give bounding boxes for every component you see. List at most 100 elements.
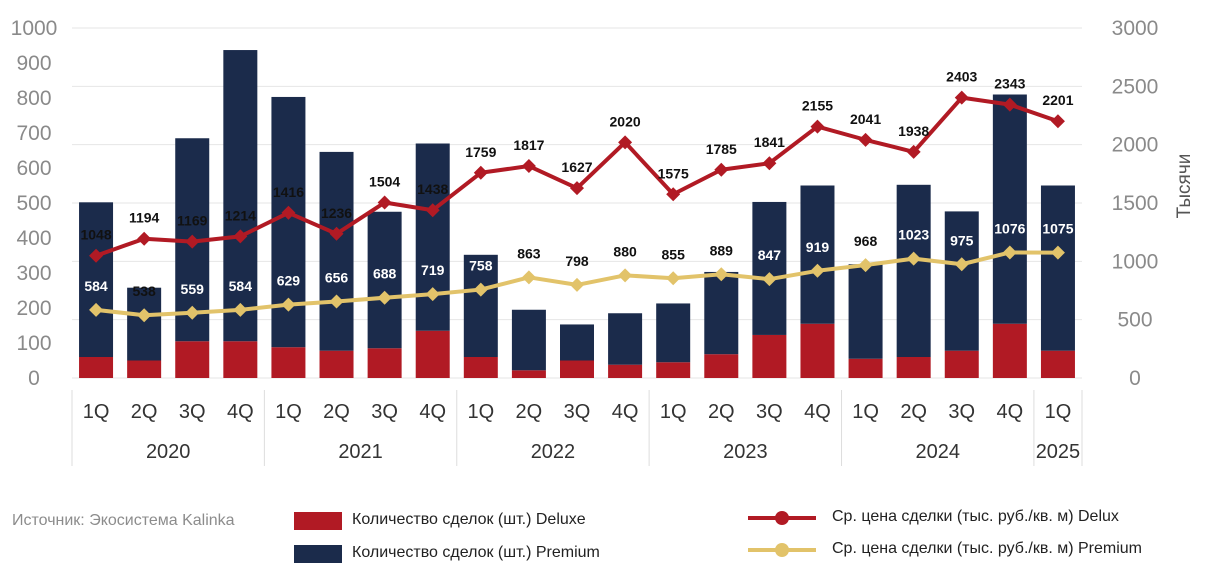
premium-price-data-label: 1075 — [1042, 221, 1073, 237]
delux-price-point — [618, 135, 633, 150]
premium-price-data-label: 1023 — [898, 227, 929, 243]
premium-price-data-label: 584 — [84, 278, 108, 294]
y-left-tick-label: 100 — [16, 332, 51, 355]
bar-deluxe — [848, 358, 883, 378]
premium-price-data-label: 880 — [613, 243, 637, 259]
x-category-label: 3Q — [564, 401, 591, 423]
premium-price-point — [329, 294, 344, 309]
bar-deluxe — [367, 348, 402, 378]
premium-price-point — [1002, 245, 1017, 260]
premium-price-point — [666, 271, 681, 286]
delux-price-point — [521, 159, 536, 174]
delux-price-data-label: 2041 — [850, 111, 881, 127]
premium-price-point — [618, 268, 633, 283]
bar-premium — [223, 50, 258, 342]
bar-premium — [511, 309, 546, 371]
delux-price-point — [1050, 114, 1065, 129]
delux-price-point — [329, 226, 344, 241]
delux-price-point — [714, 162, 729, 177]
bar-premium — [896, 184, 931, 357]
bar-premium — [560, 324, 594, 361]
delux-price-data-label: 2020 — [610, 113, 641, 129]
x-year-label: 2024 — [915, 441, 960, 463]
bar-deluxe — [800, 323, 835, 378]
bar-premium — [704, 271, 739, 355]
premium-price-point — [89, 302, 104, 317]
premium-price-point — [233, 302, 248, 317]
delux-price-point — [906, 144, 921, 159]
legend-label-delux-price: Ср. цена сделки (тыс. руб./кв. м) Delux — [832, 508, 1119, 525]
y-right-tick-label: 1000 — [1112, 250, 1159, 273]
y-right-tick-label: 3000 — [1112, 17, 1159, 40]
premium-price-point — [954, 257, 969, 272]
delux-price-point — [473, 165, 488, 180]
y-left-tick-label: 900 — [16, 52, 51, 75]
premium-price-data-label: 889 — [710, 242, 734, 258]
delux-price-data-label: 1817 — [513, 137, 544, 153]
x-category-label: 1Q — [83, 401, 110, 423]
y-left-tick-label: 0 — [28, 367, 40, 390]
x-category-label: 3Q — [756, 401, 783, 423]
bar-deluxe — [319, 350, 354, 378]
delux-price-point — [89, 248, 104, 263]
delux-price-point — [570, 181, 584, 196]
x-category-label: 3Q — [948, 401, 975, 423]
delux-price-point — [185, 234, 200, 249]
x-year-label: 2025 — [1036, 441, 1081, 463]
legend-label-premium-count: Количество сделок (шт.) Premium — [352, 544, 600, 561]
bar-premium — [79, 202, 114, 357]
delux-price-point — [233, 229, 248, 244]
bar-premium — [608, 313, 643, 365]
premium-price-point — [473, 282, 488, 297]
bar-deluxe — [271, 347, 306, 378]
premium-price-data-label: 975 — [950, 232, 974, 248]
bar-deluxe — [896, 357, 931, 378]
bar-deluxe — [560, 360, 594, 378]
delux-price-point — [762, 156, 777, 171]
delux-price-data-label: 2201 — [1042, 92, 1073, 108]
bar-premium — [319, 151, 354, 351]
bar-deluxe — [127, 360, 162, 378]
premium-price-point — [281, 297, 296, 312]
legend-dot-delux — [775, 511, 789, 525]
x-year-label: 2021 — [338, 441, 383, 463]
x-category-label: 2Q — [516, 401, 543, 423]
bar-deluxe — [511, 370, 546, 378]
bar-deluxe — [656, 362, 691, 378]
premium-price-data-label: 919 — [806, 239, 830, 255]
x-category-label: 1Q — [1045, 401, 1072, 423]
premium-price-data-label: 629 — [277, 273, 301, 289]
premium-price-data-label: 688 — [373, 266, 397, 282]
delux-price-data-label: 1938 — [898, 123, 929, 139]
premium-price-point — [810, 263, 825, 278]
x-year-label: 2023 — [723, 441, 768, 463]
legend-dot-premium — [775, 543, 789, 557]
delux-price-data-label: 1236 — [321, 205, 352, 221]
delux-price-data-label: 2155 — [802, 98, 833, 114]
delux-price-point — [281, 205, 296, 220]
premium-price-point — [137, 308, 152, 323]
bar-premium — [415, 143, 450, 331]
x-category-label: 1Q — [467, 401, 494, 423]
y-right-tick-label: 2500 — [1112, 75, 1159, 98]
y-left-tick-label: 800 — [16, 87, 51, 110]
bar-premium — [463, 254, 498, 357]
y-right-tick-label: 2000 — [1112, 134, 1159, 157]
delux-price-data-label: 1627 — [561, 159, 592, 175]
x-category-label: 1Q — [660, 401, 687, 423]
bar-deluxe — [79, 357, 114, 378]
y-right-tick-label: 0 — [1129, 367, 1141, 390]
bar-deluxe — [175, 341, 210, 378]
premium-price-data-label: 847 — [758, 247, 782, 263]
y-right-tick-label: 500 — [1117, 309, 1152, 332]
premium-price-point — [185, 305, 200, 320]
delux-price-data-label: 1194 — [129, 210, 160, 226]
delux-price-point — [954, 90, 969, 105]
premium-price-data-label: 968 — [854, 233, 878, 249]
bar-deluxe — [704, 354, 739, 378]
premium-price-data-label: 719 — [421, 262, 445, 278]
delux-price-data-label: 1048 — [80, 227, 111, 243]
y-left-tick-label: 500 — [16, 192, 51, 215]
bar-premium — [1040, 185, 1075, 351]
premium-price-point — [762, 272, 777, 287]
